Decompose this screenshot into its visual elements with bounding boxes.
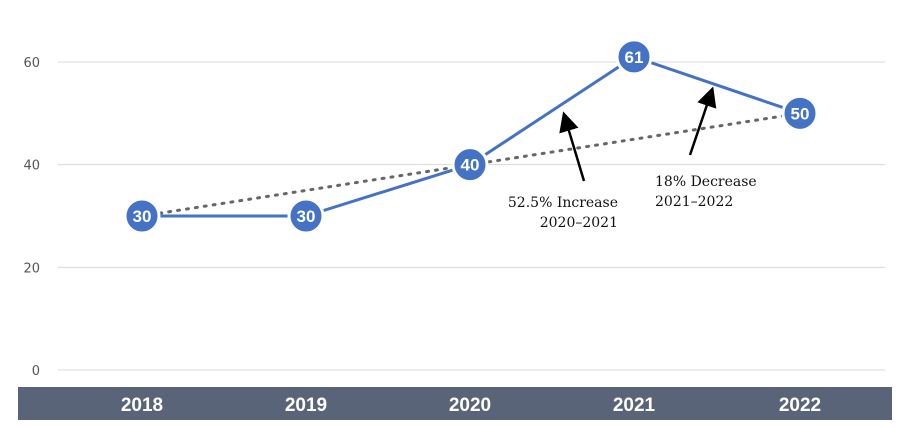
data-markers: 30 30 40 61 50 — [123, 38, 819, 235]
data-point-marker — [287, 197, 325, 235]
annotation-text: 2021–2022 — [655, 194, 733, 210]
annotation-arrow — [688, 86, 717, 156]
x-axis-ticks: 2018 2019 2020 2021 2022 — [121, 395, 821, 416]
data-point-label: 40 — [461, 156, 480, 175]
annotation-text: 52.5% Increase — [508, 195, 618, 211]
data-point-label: 50 — [791, 104, 810, 123]
x-tick-label: 2019 — [285, 395, 327, 416]
x-tick-label: 2022 — [779, 395, 821, 416]
x-axis-band — [18, 387, 892, 420]
y-tick-label: 20 — [23, 261, 40, 276]
annotation-text: 18% Decrease — [655, 174, 757, 190]
annotation-text: 2020–2021 — [540, 215, 618, 231]
data-point-label: 30 — [297, 207, 316, 226]
y-tick-label: 0 — [32, 364, 40, 379]
y-tick-label: 60 — [23, 56, 40, 71]
series-line — [142, 55, 801, 218]
data-point-marker — [123, 197, 161, 235]
data-point-marker — [615, 38, 653, 76]
y-axis-ticks: 0 20 40 60 — [23, 56, 40, 379]
annotations: 52.5% Increase 2020–2021 18% Decrease 2021–… — [508, 86, 757, 231]
data-point-marker — [781, 94, 819, 132]
x-tick-label: 2018 — [121, 395, 163, 416]
x-tick-label: 2021 — [613, 395, 656, 416]
x-tick-label: 2020 — [449, 395, 491, 416]
data-point-label: 30 — [133, 207, 152, 226]
series-polyline — [142, 55, 801, 218]
annotation-arrow — [559, 111, 586, 182]
data-point-marker — [451, 146, 489, 184]
y-tick-label: 40 — [23, 159, 40, 174]
data-point-label: 61 — [625, 48, 644, 67]
